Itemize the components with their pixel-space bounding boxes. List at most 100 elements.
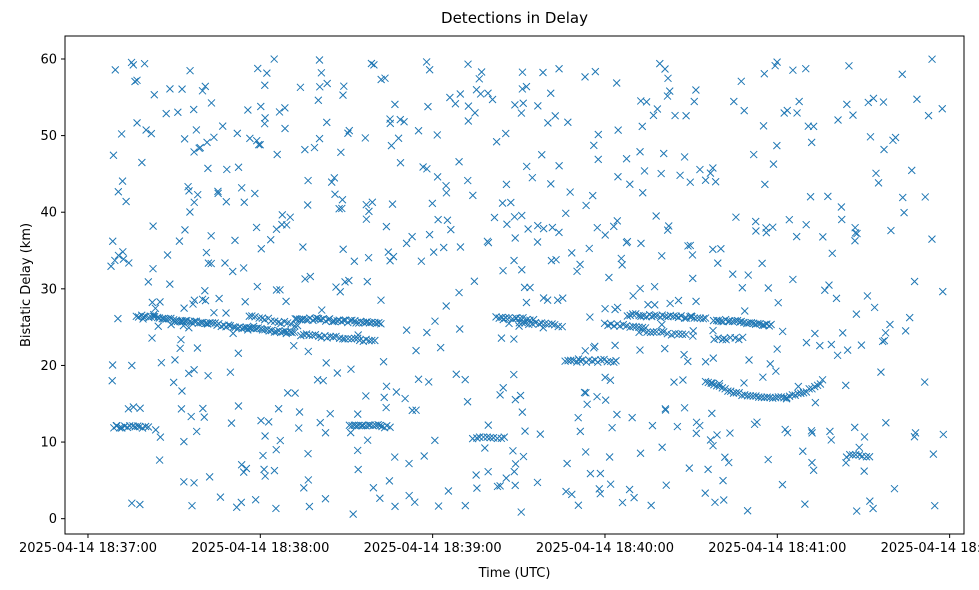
scatter-point [737,77,746,86]
scatter-point [544,118,552,127]
scatter-point [878,337,887,346]
scatter-point [148,334,156,342]
scatter-point [815,341,824,350]
scatter-point [648,421,657,430]
scatter-point [585,244,594,253]
scatter-point [938,104,947,113]
scatter-point [321,317,330,325]
scatter-point [382,382,391,391]
scatter-point [165,280,174,289]
scatter-point [186,208,194,216]
scatter-point [162,109,171,118]
scatter-point [464,117,473,125]
scatter-point [636,346,644,354]
scatter-point [203,138,211,147]
scatter-point [643,328,651,337]
scatter-point [837,215,846,224]
scatter-point [704,465,712,474]
scatter-point [154,322,163,331]
scatter-point [866,132,875,141]
scatter-point [475,74,484,83]
scatter-point [124,259,133,267]
scatter-point [267,317,275,325]
scatter-point [405,459,413,468]
scatter-point [390,453,399,461]
scatter-point [299,315,308,323]
scatter-point [798,447,807,456]
scatter-point [464,102,473,110]
scatter-point [304,347,313,356]
scatter-point [277,319,285,328]
scatter-point [632,322,640,331]
scatter-point [314,332,323,340]
scatter-point [387,141,396,150]
scatter-point [275,108,284,116]
scatter-point [921,193,930,201]
scatter-point [347,365,355,374]
scatter-point [911,429,920,437]
scatter-point [680,350,688,359]
scatter-point [339,245,348,254]
scatter-point [473,484,481,492]
scatter-point [658,443,667,452]
scatter-point [107,262,115,271]
scatter-point [148,298,157,307]
scatter-point [581,448,590,456]
scatter-point [518,68,527,77]
scatter-point [114,251,123,260]
scatter-point [649,111,658,120]
scatter-point [241,297,250,306]
scatter-point [712,381,721,390]
scatter-point [205,472,214,481]
scatter-point [425,65,434,74]
scatter-point [326,409,335,418]
scatter-point [234,402,243,410]
scatter-point [760,393,769,402]
scatter-point [352,319,360,327]
scatter-point [636,284,645,293]
scatter-point [510,256,518,265]
scatter-point [480,444,489,452]
scatter-point [196,143,205,152]
scatter-point [774,298,783,307]
scatter-point [138,158,146,167]
scatter-point [539,68,547,77]
scatter-point [827,436,836,444]
scatter-point [242,464,251,473]
scatter-point [187,412,196,421]
scatter-point [659,328,668,336]
scatter-point [852,507,861,515]
scatter-point [780,109,789,117]
scatter-point [124,404,133,413]
scatter-point [692,429,701,438]
scatter-point [315,82,324,91]
scatter-point [613,410,621,419]
scatter-point [456,90,465,98]
scatter-point [184,323,193,332]
scatter-point [614,126,623,134]
x-tick-label: 2025-04-14 18:37:00 [19,541,157,556]
scatter-point [338,195,347,204]
scatter-point [402,326,411,334]
scatter-point [576,357,585,365]
scatter-point [155,456,164,464]
scatter-point [795,97,804,106]
scatter-point [718,384,727,392]
scatter-point [231,236,239,245]
scatter-point [142,126,150,134]
scatter-point [114,314,122,323]
scatter-point [461,375,470,384]
scatter-point [327,178,336,186]
scatter-point [653,105,662,113]
scatter-point [177,335,185,344]
scatter-point [657,328,665,336]
scatter-point [891,133,900,142]
scatter-point [593,223,602,232]
scatter-point [388,200,397,209]
scatter-point [663,92,672,100]
scatter-point [493,482,502,491]
scatter-point [419,163,427,171]
scatter-point [581,346,590,355]
scatter-point [155,314,164,322]
scatter-point [431,436,439,445]
